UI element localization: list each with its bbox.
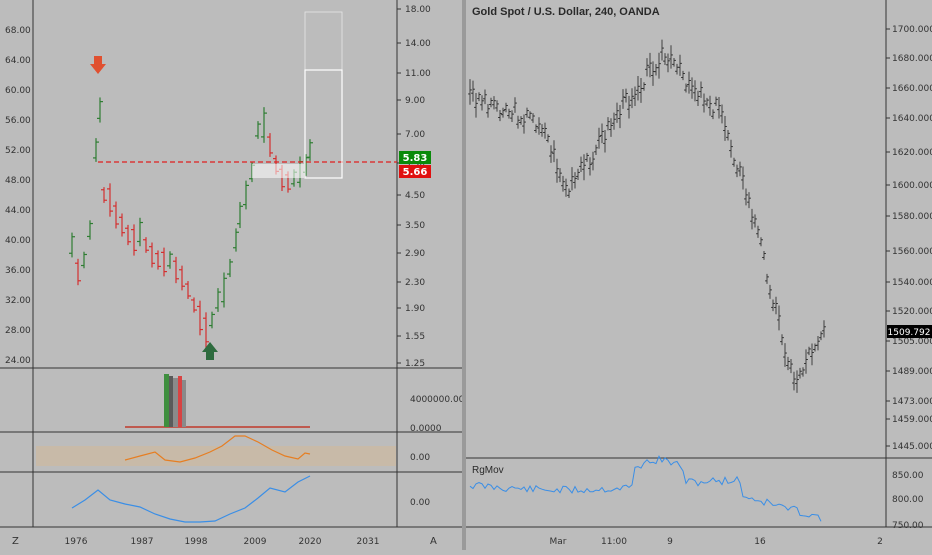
- badge-red-bg: [399, 165, 431, 178]
- right-price-tick: 1473.000: [892, 397, 932, 407]
- left-chart-svg[interactable]: 68.00 64.00 60.00 56.00 52.00 48.00 44.00 40.00…: [0, 0, 476, 550]
- left-time-tick: 2020: [299, 537, 322, 547]
- left-ratio-tick: 2.90: [405, 249, 425, 259]
- left-price-tick: 64.00: [5, 56, 31, 66]
- left-ratio-tick: 2.30: [405, 278, 425, 288]
- badge-green: 5.83: [403, 153, 428, 164]
- left-ratio-tick: 18.00: [405, 5, 431, 15]
- right-price-tick: 1680.000: [892, 54, 932, 64]
- left-price-tick: 40.00: [5, 236, 31, 246]
- right-time-tick: Mar: [550, 537, 567, 547]
- indicator-axis: 850.00 800.00 750.00: [892, 471, 924, 531]
- right-price-tick: 1489.000: [892, 367, 932, 377]
- left-price-tick: 28.00: [5, 326, 31, 336]
- left-price-tick: 60.00: [5, 86, 31, 96]
- highlight-box: [252, 164, 304, 178]
- left-time-axis: 1976 1987 1998 2009 2020 2031: [65, 537, 380, 547]
- left-ratio-tick: 1.55: [405, 332, 425, 342]
- indicator-tick: 850.00: [892, 471, 924, 481]
- left-ratio-tick: 11.00: [405, 69, 431, 79]
- left-price-tick: 32.00: [5, 296, 31, 306]
- corner-right[interactable]: A: [430, 536, 437, 547]
- indicator-tick: 800.00: [892, 495, 924, 505]
- right-price-tick: 1700.000: [892, 25, 932, 35]
- projection-box-inner: [304, 69, 343, 179]
- volume-tick-1: 0.0000: [410, 424, 442, 434]
- volume-tick-0: 4000000.0000: [410, 395, 462, 405]
- left-ratio-tick: 3.50: [405, 221, 425, 231]
- left-price-tick: 68.00: [5, 26, 31, 36]
- left-ratio-tick: 1.90: [405, 304, 425, 314]
- badge-green-bg: [399, 151, 431, 164]
- rgmov-line: [469, 455, 822, 522]
- right-price-axis: 1700.000 1680.000 1660.000 1640.000 1620.000…: [886, 25, 932, 452]
- left-price-tick: 24.00: [5, 356, 31, 366]
- right-time-tick: 11:00: [601, 537, 627, 547]
- left-ratio-axis: 18.0014.0011.009.007.005.504.503.502.902…: [397, 5, 431, 369]
- badge-red: 5.66: [403, 167, 428, 178]
- left-price-bars: [69, 97, 313, 348]
- oscillator-2-pane: 0.00: [71, 475, 430, 523]
- left-time-tick: 1998: [185, 537, 208, 547]
- left-ratio-tick: 7.00: [405, 130, 425, 140]
- left-ratio-tick: 14.00: [405, 39, 431, 49]
- indicator-name: RgMov: [472, 465, 504, 476]
- left-price-tick: 52.00: [5, 146, 31, 156]
- left-time-tick: 1987: [131, 537, 154, 547]
- indicator-tick: 750.00: [892, 521, 924, 531]
- pane-divider[interactable]: [462, 0, 466, 550]
- right-time-tick: 9: [667, 537, 673, 547]
- right-price-tick: 1600.000: [892, 181, 932, 191]
- chart-title: Gold Spot / U.S. Dollar, 240, OANDA: [472, 6, 660, 18]
- right-price-tick: 1445.000: [892, 442, 932, 452]
- left-ratio-tick: 9.00: [405, 96, 425, 106]
- right-time-axis: Mar 11:00 9 16 2: [550, 537, 883, 547]
- right-price-bars: [468, 39, 826, 393]
- last-price-badge: 1509.792: [888, 328, 931, 338]
- right-price-tick: 1560.000: [892, 247, 932, 257]
- right-price-tick: 1540.000: [892, 278, 932, 288]
- right-price-tick: 1580.000: [892, 212, 932, 222]
- left-price-tick: 48.00: [5, 176, 31, 186]
- left-price-tick: 56.00: [5, 116, 31, 126]
- left-time-tick: 2009: [244, 537, 267, 547]
- left-price-tick: 36.00: [5, 266, 31, 276]
- left-time-tick: 2031: [357, 537, 380, 547]
- right-price-tick: 1505.000: [892, 337, 932, 347]
- right-price-tick: 1660.000: [892, 84, 932, 94]
- last-price-badge-bg: [887, 325, 932, 338]
- left-ratio-tick: 4.50: [405, 191, 425, 201]
- corner-left[interactable]: Z: [12, 536, 19, 547]
- right-time-tick: 16: [754, 537, 766, 547]
- down-arrow-icon: [90, 56, 106, 74]
- left-chart-panel[interactable]: 68.00 64.00 60.00 56.00 52.00 48.00 44.00 40.00…: [0, 0, 476, 550]
- osc2-tick-0: 0.00: [410, 498, 430, 508]
- right-chart-panel[interactable]: 1700.000 1680.000 1660.000 1640.000 1620.000…: [466, 0, 932, 550]
- right-price-tick: 1640.000: [892, 114, 932, 124]
- right-price-tick: 1520.000: [892, 307, 932, 317]
- left-price-axis: 68.00 64.00 60.00 56.00 52.00 48.00 44.00 40.00…: [5, 26, 31, 366]
- right-price-tick: 1620.000: [892, 148, 932, 158]
- left-price-tick: 44.00: [5, 206, 31, 216]
- oscillator-1-pane: 0.00: [36, 435, 430, 466]
- right-price-tick: 1459.000: [892, 415, 932, 425]
- right-time-tick: 2: [877, 537, 883, 547]
- osc1-tick-0: 0.00: [410, 453, 430, 463]
- volume-pane: 4000000.0000 0.0000: [125, 374, 476, 434]
- right-chart-svg[interactable]: 1700.000 1680.000 1660.000 1640.000 1620.000…: [466, 0, 932, 550]
- left-ratio-tick: 1.25: [405, 359, 425, 369]
- left-time-tick: 1976: [65, 537, 88, 547]
- up-arrow-icon: [202, 342, 218, 360]
